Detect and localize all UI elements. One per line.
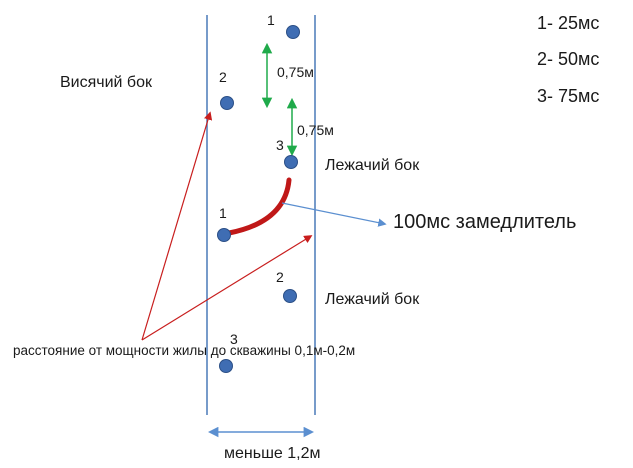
hole-3-bottom (219, 359, 233, 373)
legend-item-3: 3- 75мс (537, 86, 600, 106)
retarder-pointer-arrow (281, 202, 387, 227)
spacing-label-lower: 0,75м (297, 122, 334, 138)
distance-note: расстояние от мощности жилы до скважины … (13, 343, 356, 358)
hole-number-3-bottom: 3 (230, 331, 238, 347)
spacing-label-upper: 0,75м (277, 64, 314, 80)
legend-item-1: 1- 25мс (537, 13, 600, 33)
distance-arrow-right (141, 235, 313, 341)
lying-side-label-lower: Лежачий бок (325, 291, 420, 308)
hole-2-bottom (283, 289, 297, 303)
lying-side-label-upper: Лежачий бок (325, 157, 420, 174)
hole-3-top (284, 155, 298, 169)
legend-item-2: 2- 50мс (537, 49, 600, 69)
hanging-side-label: Висячий бок (60, 74, 152, 91)
hole-number-1-top: 1 (267, 12, 275, 28)
hole-number-1-bottom: 1 (219, 205, 227, 221)
hole-number-2-bottom: 2 (276, 269, 284, 285)
hole-number-3-top: 3 (276, 137, 284, 153)
distance-arrow-left (141, 111, 213, 341)
retarder-label: 100мс замедлитель (393, 211, 577, 233)
hole-number-2-top: 2 (219, 69, 227, 85)
delay-connector-wire (226, 177, 292, 236)
hole-1-top (286, 25, 300, 39)
width-note: меньше 1,2м (224, 445, 321, 462)
hole-1-bottom (217, 228, 231, 242)
hole-2-top (220, 96, 234, 110)
